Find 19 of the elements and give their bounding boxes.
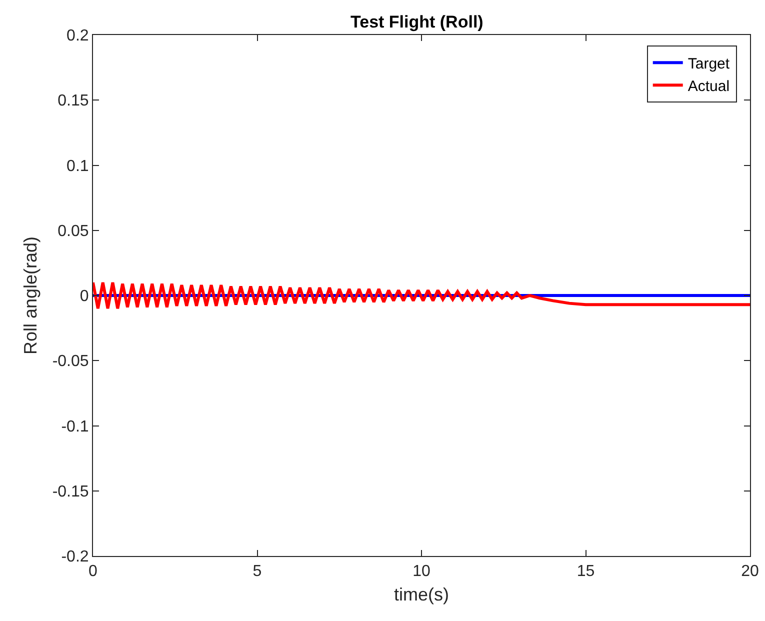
y-tick-label: -0.05	[52, 353, 89, 370]
y-tick-label: 0.05	[58, 222, 89, 240]
y-axis-title: Roll angle(rad)	[20, 236, 41, 355]
chart-title: Test Flight (Roll)	[350, 12, 484, 32]
x-tick-label: 20	[741, 563, 759, 580]
y-tick-label: -0.15	[52, 483, 89, 500]
y-tick-label: -0.2	[61, 548, 89, 566]
y-tick-label: -0.1	[61, 418, 89, 436]
x-tick-label: 15	[576, 563, 595, 580]
x-tick-label: 10	[412, 563, 430, 580]
y-tick-label: 0.2	[66, 28, 89, 45]
legend-label: Actual	[688, 78, 730, 96]
x-axis-title: time(s)	[394, 584, 449, 604]
y-tick-label: 0.1	[66, 158, 89, 175]
y-tick-label: 0.15	[58, 92, 89, 110]
legend-label: Target	[688, 56, 730, 73]
y-tick-label: 0	[80, 288, 89, 306]
line-series	[93, 280, 750, 310]
x-tick-label: 5	[252, 563, 262, 580]
